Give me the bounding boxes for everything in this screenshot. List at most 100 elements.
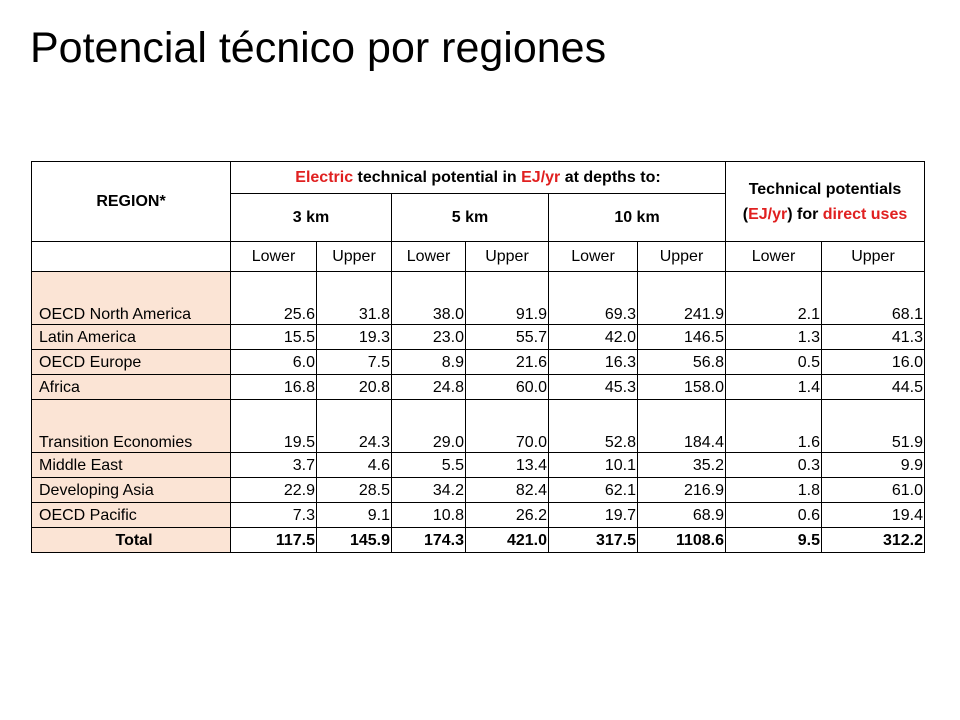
lower-header: Lower — [230, 241, 317, 272]
value-cell: 16.8 — [230, 374, 317, 400]
region-cell: Latin America — [31, 324, 231, 350]
total-value-cell: 312.2 — [821, 527, 925, 553]
region-cell: OECD Pacific — [31, 502, 231, 528]
region-cell: Transition Economies — [31, 399, 231, 453]
value-cell: 216.9 — [637, 477, 726, 503]
upper-header: Upper — [316, 241, 392, 272]
value-cell: 28.5 — [316, 477, 392, 503]
value-cell: 16.3 — [548, 349, 638, 375]
tech-line1: Technical potentials ( — [742, 180, 902, 223]
electric-suffix: at depths to: — [560, 169, 661, 186]
value-cell: 29.0 — [391, 399, 466, 453]
value-cell: 16.0 — [821, 349, 925, 375]
value-cell: 1.8 — [725, 477, 822, 503]
lower-header: Lower — [725, 241, 822, 272]
value-cell: 5.5 — [391, 452, 466, 478]
tech-unit: EJ/yr — [748, 205, 788, 223]
table-row: Middle East 3.7 4.6 5.5 13.4 10.1 35.2 0… — [31, 452, 925, 478]
total-value-cell: 9.5 — [725, 527, 822, 553]
value-cell: 4.6 — [316, 452, 392, 478]
value-cell: 1.3 — [725, 324, 822, 350]
total-value-cell: 174.3 — [391, 527, 466, 553]
lower-header: Lower — [391, 241, 466, 272]
value-cell: 26.2 — [465, 502, 549, 528]
region-cell: Africa — [31, 374, 231, 400]
value-cell: 25.6 — [230, 271, 317, 325]
region-cell: Developing Asia — [31, 477, 231, 503]
depth-5km-header: 5 km — [391, 193, 549, 242]
value-cell: 19.4 — [821, 502, 925, 528]
region-cell: OECD Europe — [31, 349, 231, 375]
total-value-cell: 117.5 — [230, 527, 317, 553]
value-cell: 24.8 — [391, 374, 466, 400]
table-row: Africa 16.8 20.8 24.8 60.0 45.3 158.0 1.… — [31, 374, 925, 400]
value-cell: 21.6 — [465, 349, 549, 375]
value-cell: 1.6 — [725, 399, 822, 453]
value-cell: 51.9 — [821, 399, 925, 453]
value-cell: 42.0 — [548, 324, 638, 350]
value-cell: 241.9 — [637, 271, 726, 325]
value-cell: 0.3 — [725, 452, 822, 478]
electric-word: Electric — [295, 169, 354, 186]
value-cell: 24.3 — [316, 399, 392, 453]
potential-table: REGION* Electric technical potential in … — [31, 161, 925, 553]
value-cell: 62.1 — [548, 477, 638, 503]
value-cell: 68.1 — [821, 271, 925, 325]
potential-table-container: REGION* Electric technical potential in … — [31, 161, 925, 553]
value-cell: 146.5 — [637, 324, 726, 350]
value-cell: 38.0 — [391, 271, 466, 325]
tech-line2: ) for — [787, 205, 823, 223]
value-cell: 9.9 — [821, 452, 925, 478]
region-cell: OECD North America — [31, 271, 231, 325]
value-cell: 2.1 — [725, 271, 822, 325]
total-value-cell: 421.0 — [465, 527, 549, 553]
region-cell: Middle East — [31, 452, 231, 478]
header-row-2: 3 km 5 km 10 km — [32, 193, 925, 242]
value-cell: 19.7 — [548, 502, 638, 528]
table-row: OECD Pacific 7.3 9.1 10.8 26.2 19.7 68.9… — [31, 502, 925, 528]
value-cell: 60.0 — [465, 374, 549, 400]
table-row: OECD Europe 6.0 7.5 8.9 21.6 16.3 56.8 0… — [31, 349, 925, 375]
total-row: Total 117.5 145.9 174.3 421.0 317.5 1108… — [31, 527, 925, 553]
value-cell: 35.2 — [637, 452, 726, 478]
value-cell: 19.3 — [316, 324, 392, 350]
total-label-cell: Total — [31, 527, 231, 553]
value-cell: 184.4 — [637, 399, 726, 453]
value-cell: 68.9 — [637, 502, 726, 528]
value-cell: 8.9 — [391, 349, 466, 375]
value-cell: 7.5 — [316, 349, 392, 375]
value-cell: 3.7 — [230, 452, 317, 478]
value-cell: 158.0 — [637, 374, 726, 400]
total-value-cell: 145.9 — [316, 527, 392, 553]
header-row-3: Lower Upper Lower Upper Lower Upper Lowe… — [31, 241, 925, 272]
value-cell: 6.0 — [230, 349, 317, 375]
total-value-cell: 1108.6 — [637, 527, 726, 553]
electric-unit: EJ/yr — [521, 169, 561, 186]
value-cell: 34.2 — [391, 477, 466, 503]
value-cell: 0.5 — [725, 349, 822, 375]
value-cell: 45.3 — [548, 374, 638, 400]
value-cell: 10.1 — [548, 452, 638, 478]
table-row: Latin America 15.5 19.3 23.0 55.7 42.0 1… — [31, 324, 925, 350]
value-cell: 22.9 — [230, 477, 317, 503]
value-cell: 44.5 — [821, 374, 925, 400]
page-title: Potencial técnico por regiones — [30, 24, 607, 72]
value-cell: 56.8 — [637, 349, 726, 375]
value-cell: 70.0 — [465, 399, 549, 453]
electric-mid: technical potential in — [353, 169, 522, 186]
electric-header: Electric technical potential in EJ/yr at… — [230, 161, 726, 194]
empty-header-cell — [31, 241, 231, 272]
value-cell: 52.8 — [548, 399, 638, 453]
value-cell: 19.5 — [230, 399, 317, 453]
value-cell: 41.3 — [821, 324, 925, 350]
value-cell: 82.4 — [465, 477, 549, 503]
value-cell: 9.1 — [316, 502, 392, 528]
lower-header: Lower — [548, 241, 638, 272]
table-row: OECD North America 25.6 31.8 38.0 91.9 6… — [31, 271, 925, 325]
value-cell: 20.8 — [316, 374, 392, 400]
table-row: Developing Asia 22.9 28.5 34.2 82.4 62.1… — [31, 477, 925, 503]
tech-direct: direct uses — [822, 205, 908, 223]
value-cell: 55.7 — [465, 324, 549, 350]
upper-header: Upper — [821, 241, 925, 272]
direct-uses-header: Technical potentials (EJ/yr) for direct … — [725, 161, 925, 242]
